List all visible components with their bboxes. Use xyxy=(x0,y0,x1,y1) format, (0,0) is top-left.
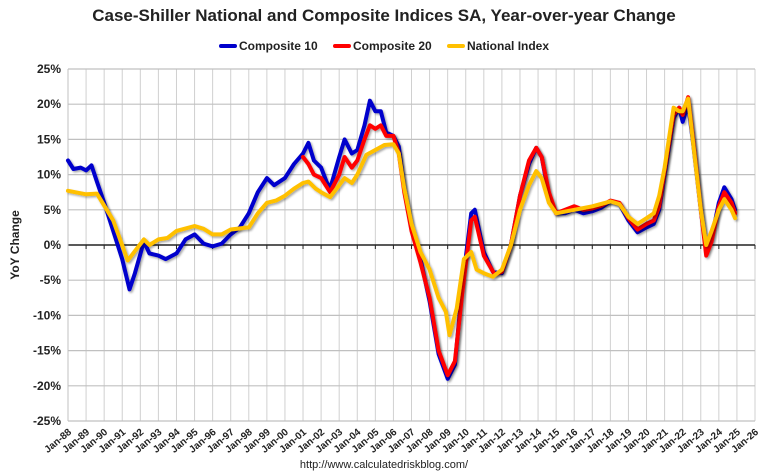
series-line-composite-10 xyxy=(66,98,738,381)
legend-swatch xyxy=(332,44,351,48)
y-tick-label: 5% xyxy=(44,203,62,217)
series-line-composite-20 xyxy=(301,95,738,378)
legend: Composite 10 Composite 20 National Index xyxy=(0,37,768,53)
legend-label: Composite 10 xyxy=(238,39,318,53)
chart-title: Case-Shiller National and Composite Indi… xyxy=(92,6,676,25)
y-tick-label: -20% xyxy=(33,379,61,393)
series-line-national-index xyxy=(66,96,738,338)
y-tick-label: 25% xyxy=(37,62,61,76)
y-tick-label: 15% xyxy=(37,132,61,146)
y-tick-label: -25% xyxy=(33,414,61,428)
legend-label: Composite 20 xyxy=(352,39,432,53)
legend-item-composite-20: Composite 20 xyxy=(332,39,432,53)
legend-label: National Index xyxy=(467,39,550,53)
y-tick-label: -15% xyxy=(33,344,61,358)
y-tick-label: -5% xyxy=(40,273,62,287)
legend-swatch xyxy=(218,44,237,48)
legend-item-composite-10: Composite 10 xyxy=(218,39,318,53)
y-tick-label: 0% xyxy=(44,238,62,252)
y-tick-label: 20% xyxy=(37,97,61,111)
y-tick-label: 10% xyxy=(37,168,61,182)
source-credit: http://www.calculatedriskblog.com/ xyxy=(299,459,469,471)
y-tick-label: -10% xyxy=(33,308,61,322)
y-axis-label: YoY Change xyxy=(8,210,22,280)
legend-item-national-index: National Index xyxy=(447,39,549,53)
legend-swatch xyxy=(447,44,466,48)
